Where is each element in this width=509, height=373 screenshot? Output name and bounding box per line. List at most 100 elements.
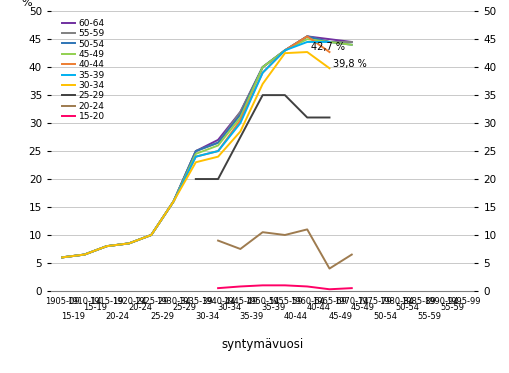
25-29: [259, 93, 265, 97]
20-24: [348, 253, 354, 257]
Text: 30-34: 30-34: [194, 312, 219, 321]
Text: 50-54: 50-54: [373, 312, 397, 321]
30-34: [59, 255, 65, 260]
55-59: [281, 48, 288, 53]
45-49: [148, 233, 154, 237]
30-34: [81, 253, 88, 257]
35-39: [103, 244, 109, 248]
60-64: [348, 40, 354, 44]
30-34: [126, 241, 132, 246]
Text: 35-39: 35-39: [261, 303, 286, 312]
60-64: [237, 110, 243, 114]
20-24: [281, 233, 288, 237]
30-34: [303, 50, 309, 54]
60-64: [81, 253, 88, 257]
Line: 45-49: 45-49: [62, 39, 351, 257]
35-39: [237, 121, 243, 125]
20-24: [215, 238, 221, 243]
60-64: [126, 241, 132, 246]
55-59: [259, 65, 265, 69]
Text: 1930-34: 1930-34: [156, 297, 190, 305]
30-34: [326, 66, 332, 70]
40-44: [303, 34, 309, 39]
Text: 1950-54: 1950-54: [245, 297, 279, 305]
Text: 15-19: 15-19: [83, 303, 107, 312]
15-20: [326, 287, 332, 292]
45-49: [237, 115, 243, 120]
Text: 1935-39: 1935-39: [178, 297, 213, 305]
50-54: [348, 43, 354, 47]
Line: 25-29: 25-29: [195, 95, 329, 179]
Text: 1925-29: 1925-29: [134, 297, 168, 305]
Line: 60-64: 60-64: [62, 37, 351, 257]
45-49: [326, 40, 332, 44]
30-34: [170, 199, 176, 204]
35-39: [326, 40, 332, 44]
15-20: [303, 284, 309, 289]
Text: 1990-94: 1990-94: [423, 297, 457, 305]
Text: 55-59: 55-59: [417, 312, 441, 321]
Line: 15-20: 15-20: [218, 285, 351, 289]
15-20: [348, 286, 354, 290]
30-34: [259, 82, 265, 86]
50-54: [303, 34, 309, 39]
45-49: [348, 43, 354, 47]
Text: 55-59: 55-59: [439, 303, 463, 312]
50-54: [81, 253, 88, 257]
60-64: [215, 138, 221, 142]
20-24: [237, 247, 243, 251]
45-49: [192, 151, 199, 156]
45-49: [303, 37, 309, 41]
Text: 1910-14: 1910-14: [67, 297, 101, 305]
Line: 40-44: 40-44: [62, 37, 329, 257]
45-49: [126, 241, 132, 246]
Text: 40-44: 40-44: [284, 312, 307, 321]
40-44: [215, 149, 221, 153]
25-29: [281, 93, 288, 97]
50-54: [326, 40, 332, 44]
20-24: [303, 227, 309, 232]
55-59: [170, 199, 176, 204]
50-54: [103, 244, 109, 248]
55-59: [192, 149, 199, 153]
35-39: [81, 253, 88, 257]
15-20: [281, 283, 288, 288]
55-59: [126, 241, 132, 246]
Line: 35-39: 35-39: [62, 42, 329, 257]
25-29: [237, 135, 243, 140]
50-54: [192, 149, 199, 153]
15-20: [259, 283, 265, 288]
Text: 1980-84: 1980-84: [378, 297, 413, 305]
25-29: [192, 177, 199, 181]
30-34: [103, 244, 109, 248]
Text: 25-29: 25-29: [173, 303, 196, 312]
Text: 40-44: 40-44: [306, 303, 330, 312]
30-34: [281, 51, 288, 56]
Text: 45-49: 45-49: [350, 303, 374, 312]
45-49: [281, 48, 288, 53]
Text: 1920-24: 1920-24: [111, 297, 146, 305]
Text: 50-54: 50-54: [394, 303, 418, 312]
50-54: [237, 113, 243, 117]
25-29: [215, 177, 221, 181]
45-49: [215, 143, 221, 148]
35-39: [148, 233, 154, 237]
60-64: [303, 34, 309, 39]
35-39: [303, 40, 309, 44]
40-44: [59, 255, 65, 260]
20-24: [326, 266, 332, 271]
Text: 45-49: 45-49: [328, 312, 352, 321]
35-39: [126, 241, 132, 246]
60-64: [281, 48, 288, 53]
Text: 1970-74: 1970-74: [334, 297, 369, 305]
60-64: [59, 255, 65, 260]
60-64: [259, 65, 265, 69]
15-20: [237, 284, 243, 289]
40-44: [126, 241, 132, 246]
20-24: [259, 230, 265, 235]
60-64: [192, 149, 199, 153]
Legend: 60-64, 55-59, 50-54, 45-49, 40-44, 35-39, 30-34, 25-29, 20-24, 15-20: 60-64, 55-59, 50-54, 45-49, 40-44, 35-39…: [60, 17, 106, 123]
Text: 1965-69: 1965-69: [312, 297, 346, 305]
Line: 20-24: 20-24: [218, 229, 351, 269]
30-34: [192, 160, 199, 164]
